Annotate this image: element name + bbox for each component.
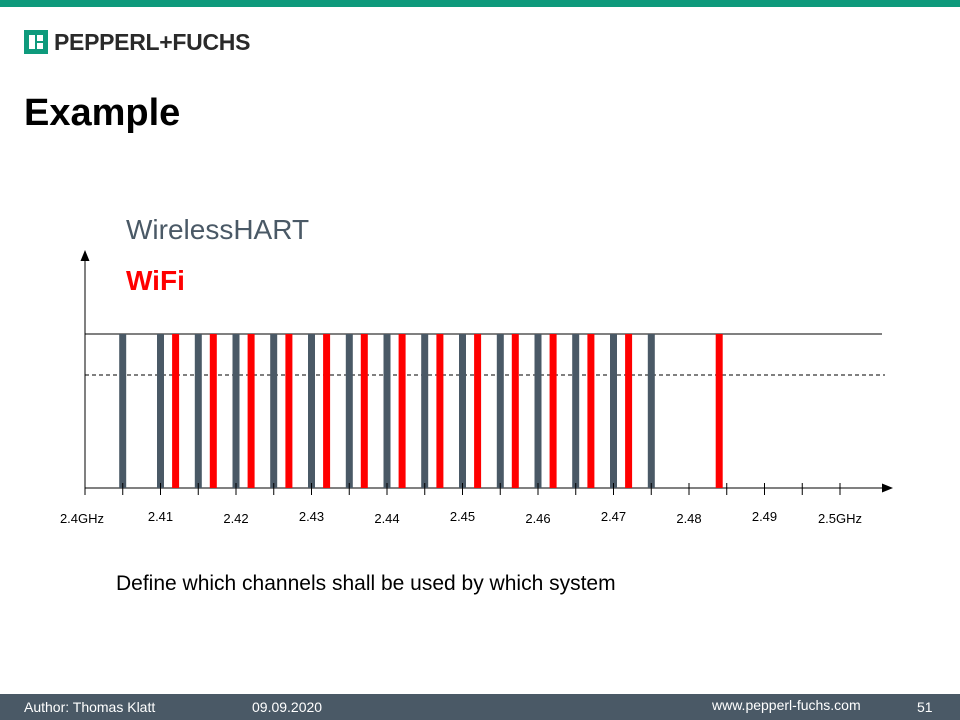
top-accent-bar (0, 0, 960, 7)
company-logo: PEPPERL+FUCHS (24, 28, 250, 56)
footer-page-number: 51 (917, 699, 933, 715)
wirelesshart-channel-bar (610, 334, 617, 488)
x-tick-label: 2.49 (752, 509, 777, 524)
footer-url[interactable]: www.pepperl-fuchs.com (712, 697, 861, 713)
wifi-channel-bar (360, 334, 368, 488)
wirelesshart-channel-bar (157, 334, 164, 488)
wifi-channel-bar (474, 334, 482, 488)
wirelesshart-channel-bar (232, 334, 240, 488)
wifi-channel-bar (587, 334, 595, 488)
x-axis-arrow-icon (882, 483, 893, 493)
wifi-channel-bar (323, 334, 331, 488)
wifi-channel-bar (549, 334, 557, 488)
x-tick-label: 2.41 (148, 509, 173, 524)
logo-mark-icon (24, 30, 48, 54)
footer-date: 09.09.2020 (252, 699, 323, 715)
x-tick-label: 2.46 (525, 511, 550, 526)
wirelesshart-channel-bar (459, 334, 466, 488)
legend-wifi: WiFi (126, 265, 185, 296)
x-tick-label: 2.42 (223, 511, 248, 526)
slide-title: Example (24, 92, 181, 134)
x-tick-label: 2.4GHz (60, 511, 104, 526)
wirelesshart-channel-bar (534, 334, 542, 488)
channel-chart: 2.4GHz 2.41 2.42 2.43 2.44 2.45 2.46 2.47 2.48 2.… (60, 214, 893, 526)
wifi-channel-bar (209, 334, 217, 488)
wirelesshart-channel-bar (194, 334, 202, 488)
wifi-channel-bar (172, 334, 180, 488)
wifi-channel-bar (398, 334, 406, 488)
wirelesshart-channel-bar (572, 334, 580, 488)
wirelesshart-channel-bar (496, 334, 504, 488)
wirelesshart-channel-bar (383, 334, 391, 488)
wirelesshart-channel-bar (308, 334, 315, 488)
wifi-channel-bar (436, 334, 444, 488)
footer-author: Author: Thomas Klatt (24, 699, 156, 715)
x-tick-label: 2.44 (374, 511, 399, 526)
footer-bar: Author: Thomas Klatt 09.09.2020 www.pepp… (0, 694, 960, 720)
x-tick-label: 2.5GHz (818, 511, 862, 526)
logo-text: PEPPERL+FUCHS (54, 28, 251, 55)
legend-wirelesshart: WirelessHART (126, 214, 309, 245)
wirelesshart-channel-bar (345, 334, 353, 488)
x-tick-label: 2.45 (450, 509, 475, 524)
wirelesshart-channel-bar (270, 334, 278, 488)
wirelesshart-channel-bar (647, 334, 655, 488)
x-tick-label: 2.43 (299, 509, 324, 524)
wifi-channel-bar (715, 334, 723, 488)
wirelesshart-channel-bar (421, 334, 429, 488)
wirelesshart-channel-bar (119, 334, 127, 488)
y-axis-arrow-icon (80, 250, 90, 261)
wifi-channel-bar (285, 334, 293, 488)
x-tick-label: 2.48 (676, 511, 701, 526)
wifi-channel-bar (625, 334, 633, 488)
x-tick-label: 2.47 (601, 509, 626, 524)
slide-caption: Define which channels shall be used by w… (116, 572, 616, 595)
wifi-channel-bar (511, 334, 519, 488)
wifi-channel-bar (247, 334, 255, 488)
